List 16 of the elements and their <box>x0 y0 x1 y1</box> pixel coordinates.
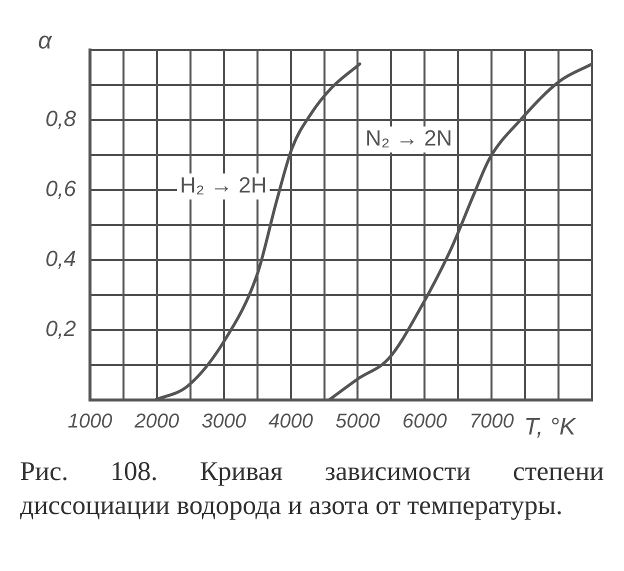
y-tick-label: 0,2 <box>45 316 76 342</box>
x-tick-label: 3000 <box>202 410 246 433</box>
y-tick-label: 0,4 <box>45 246 76 272</box>
x-tick-label: 1000 <box>68 410 112 433</box>
series-label: H₂ → 2H <box>180 172 267 198</box>
series-label: N₂ → 2N <box>365 126 452 151</box>
x-tick-label: 5000 <box>335 410 380 433</box>
text: Рис. 108. Кривая зависимости степени диссоциации водорода и азота от температуры. <box>19 455 605 522</box>
x-tick-label: 2000 <box>134 410 180 433</box>
x-tick-label: 4000 <box>268 410 314 433</box>
x-tick-label: 7000 <box>469 410 514 433</box>
y-tick-label: 0,6 <box>45 176 77 202</box>
y-tick-label: 0,8 <box>45 106 77 132</box>
y-axis-title: α <box>38 28 53 55</box>
x-tick-label: 6000 <box>402 410 447 433</box>
x-axis-title: T, °K <box>524 414 576 441</box>
